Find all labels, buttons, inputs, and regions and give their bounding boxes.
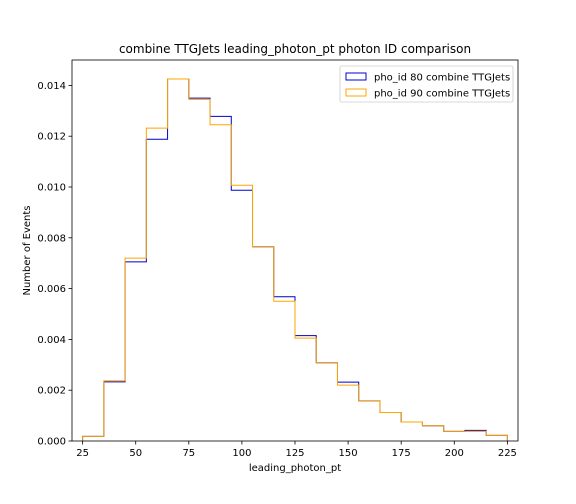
legend-swatch-1 — [345, 72, 367, 81]
x-tick-label: 125 — [285, 448, 304, 459]
legend-box — [339, 65, 514, 103]
series-layer — [82, 78, 508, 441]
legend-label-2: pho_id 90 combine TTGJets — [374, 89, 510, 100]
y-tick-label: 0.000 — [37, 437, 66, 448]
chart-title: combine TTGJets leading_photon_pt photon… — [119, 42, 471, 56]
y-tick-label: 0.006 — [37, 284, 66, 295]
y-tick-label: 0.008 — [37, 233, 66, 244]
y-tick-label: 0.010 — [37, 183, 66, 194]
legend: pho_id 80 combine TTGJets pho_id 90 combi… — [339, 65, 514, 103]
x-tick-label: 25 — [76, 448, 89, 459]
y-tick-label: 0.012 — [37, 132, 66, 143]
y-tick-label: 0.002 — [37, 386, 66, 397]
x-tick-label: 225 — [498, 448, 517, 459]
x-tick-label: 50 — [129, 448, 142, 459]
plot-frame — [71, 59, 519, 442]
y-axis-label: Number of Events — [22, 205, 33, 295]
ticks-layer: 25 50 75 100 125 150 175 200 225 0.000 0.002 0.004 0… — [37, 81, 517, 459]
x-tick-label: 75 — [182, 448, 195, 459]
legend-label-1: pho_id 80 combine TTGJets — [374, 73, 510, 84]
x-tick-label: 150 — [339, 448, 358, 459]
y-tick-label: 0.004 — [37, 335, 66, 346]
x-tick-label: 175 — [392, 448, 411, 459]
x-tick-label: 200 — [445, 448, 464, 459]
axes-layer — [71, 59, 519, 442]
legend-swatch-2 — [345, 88, 367, 97]
y-tick-label: 0.014 — [37, 81, 66, 92]
x-tick-label: 100 — [232, 448, 251, 459]
series-2-step-line — [82, 78, 508, 441]
x-axis-label: leading_photon_pt — [249, 463, 341, 474]
